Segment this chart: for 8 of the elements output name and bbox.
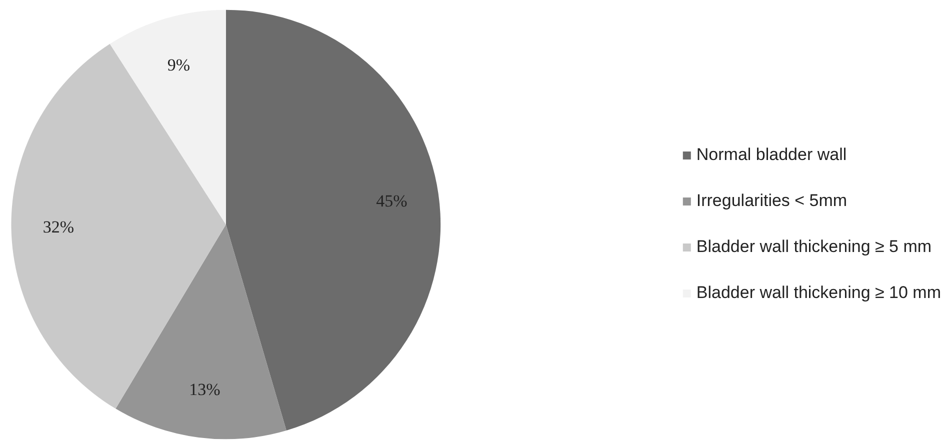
data-label: 45% [376, 191, 408, 210]
data-label: 13% [189, 380, 220, 400]
data-label: 9% [167, 55, 190, 74]
legend-label: Normal bladder wall [696, 145, 847, 165]
legend-label: Bladder wall thickening ≥ 5 mm [696, 237, 932, 257]
legend-label: Bladder wall thickening ≥ 10 mm [696, 283, 941, 303]
data-label: 32% [42, 218, 74, 237]
legend-label: Irregularities < 5mm [696, 191, 848, 211]
